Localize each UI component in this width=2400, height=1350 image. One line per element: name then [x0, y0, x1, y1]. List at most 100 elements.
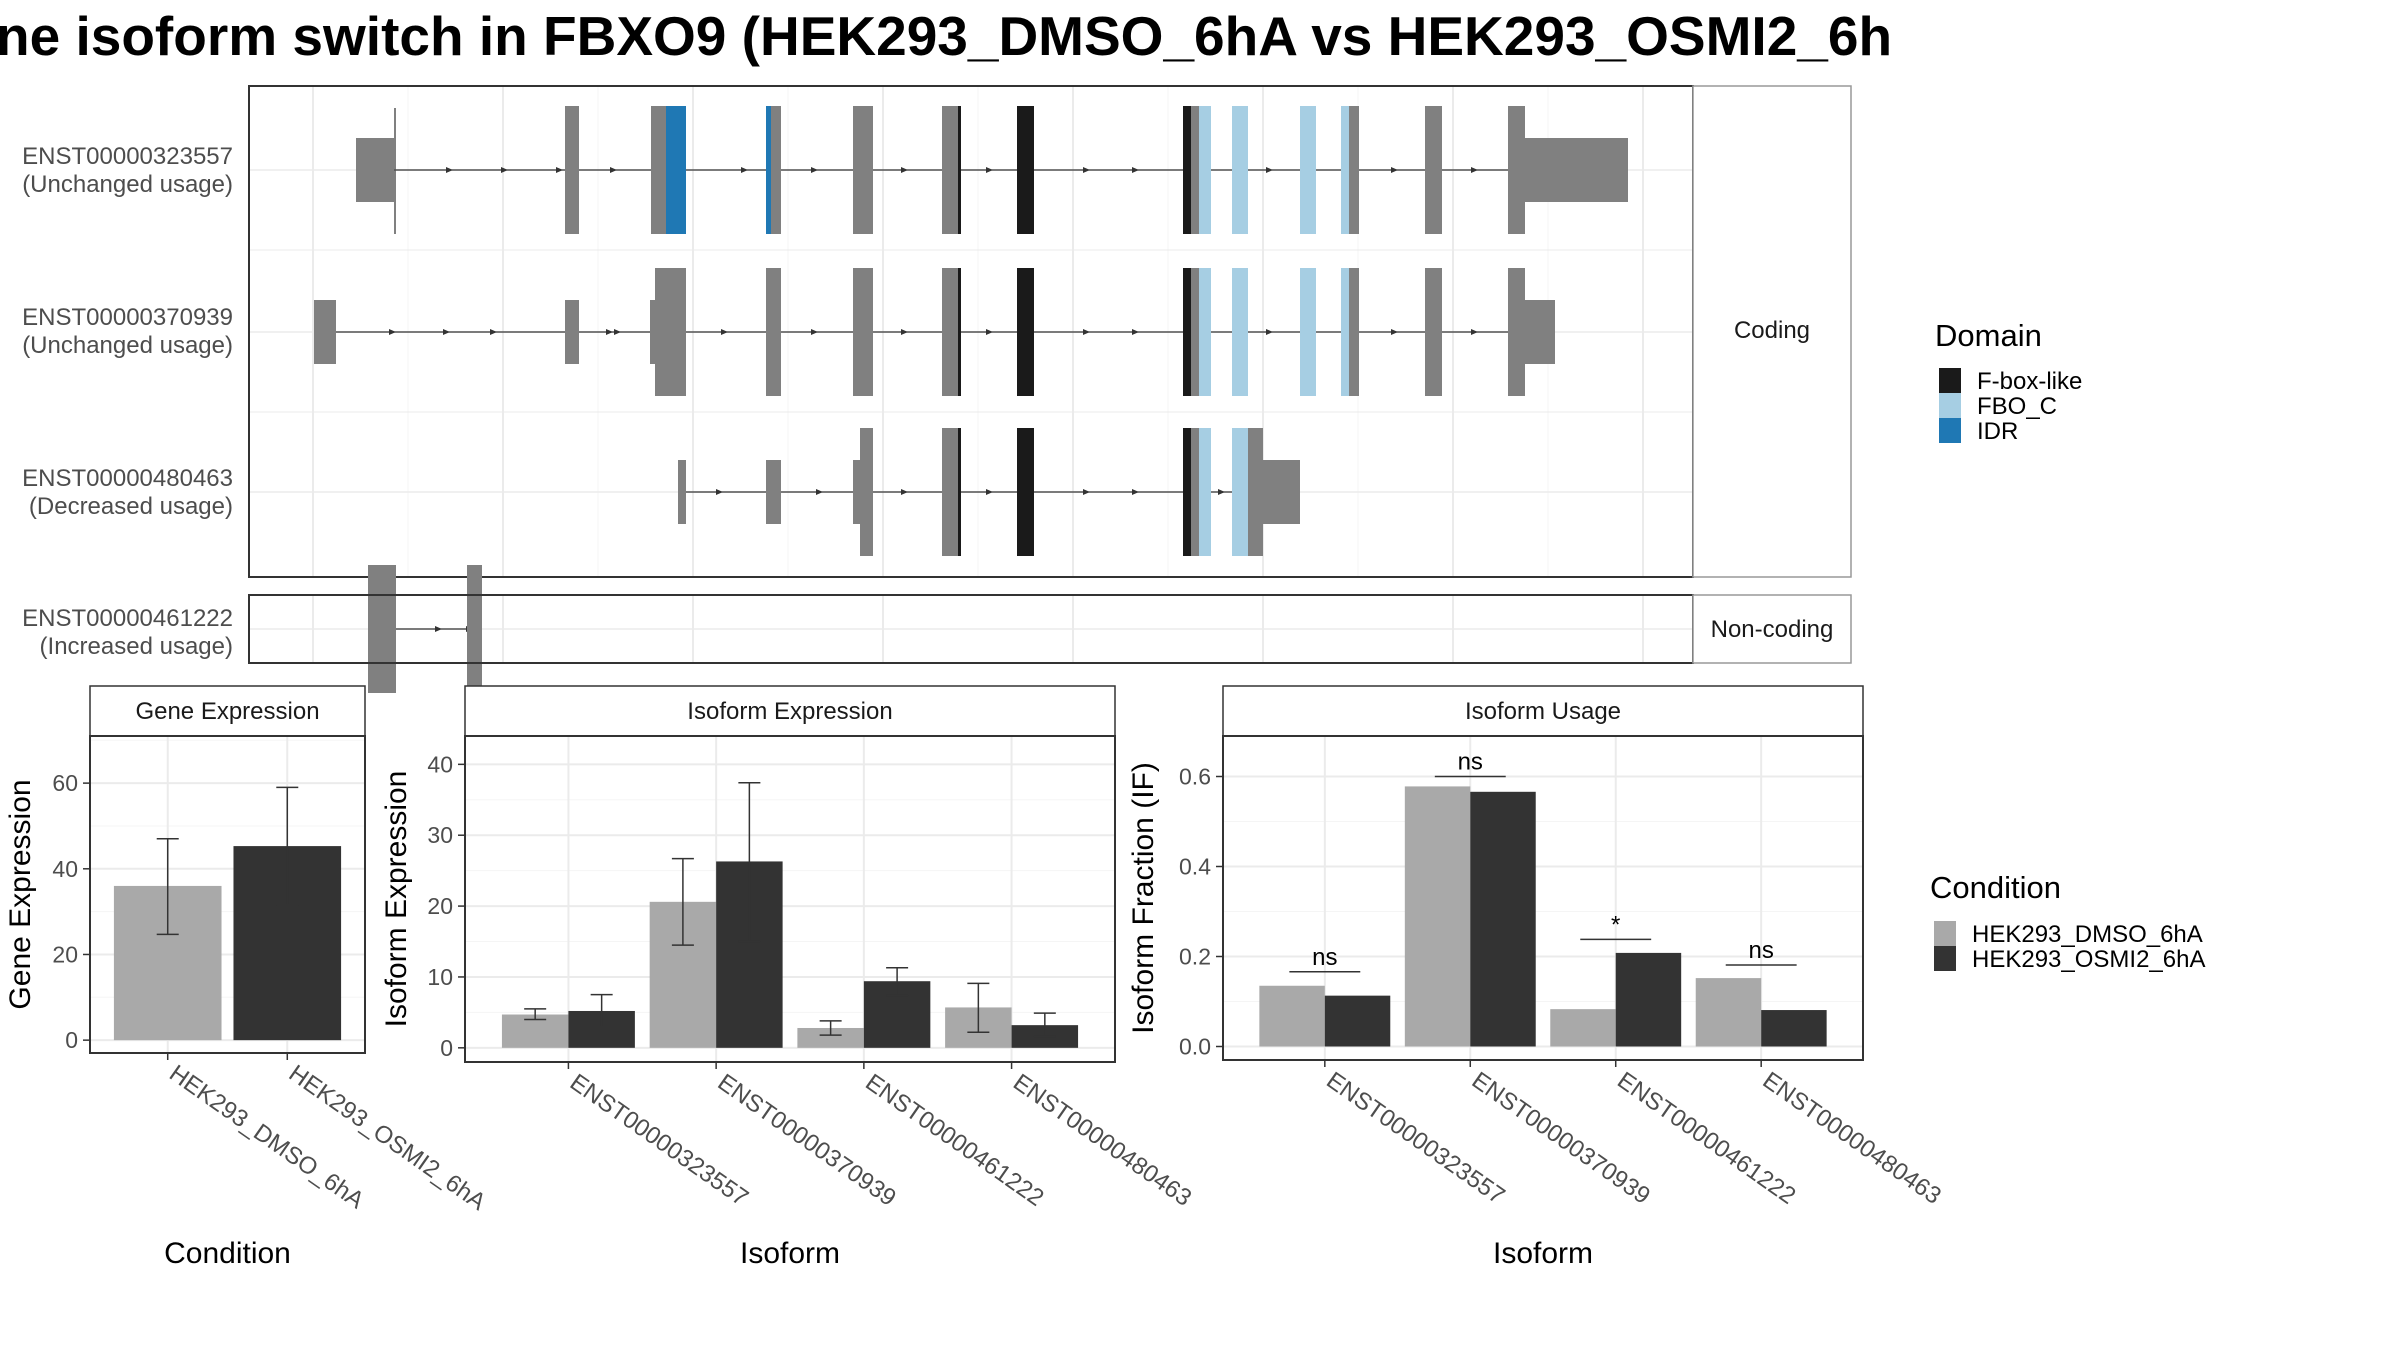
- direction-arrow: [1083, 167, 1090, 173]
- exon-block: [766, 460, 781, 524]
- y-tick-label: 0.4: [1179, 854, 1211, 880]
- y-tick-label: 0: [65, 1027, 78, 1053]
- transcript-id-label: ENST00000323557: [22, 143, 233, 170]
- y-tick-label: 60: [52, 770, 78, 796]
- bar: [1404, 786, 1471, 1047]
- bar: [1470, 791, 1536, 1047]
- direction-arrow: [1132, 167, 1139, 173]
- coding-strip-label: Coding: [1734, 317, 1810, 344]
- exon-block: [678, 460, 686, 524]
- domain-legend-label: FBO_C: [1977, 393, 2057, 420]
- y-tick-label: 20: [52, 941, 78, 967]
- exon-block: [942, 428, 958, 556]
- exon-block: [1508, 106, 1525, 234]
- exon-block: [314, 300, 336, 364]
- exon-block: [651, 106, 666, 234]
- exon-block: [1525, 300, 1555, 364]
- exon-block: [853, 106, 873, 234]
- exon-block: [650, 300, 655, 364]
- transcript-id-label: ENST00000370939: [22, 304, 233, 331]
- direction-arrow: [446, 167, 453, 173]
- exon-block: [1525, 138, 1628, 202]
- exon-block: [368, 565, 396, 693]
- direction-arrow: [1471, 329, 1478, 335]
- direction-arrow: [610, 167, 617, 173]
- significance-label: *: [1611, 911, 1620, 938]
- direction-arrow: [901, 167, 908, 173]
- exon-block: [1341, 106, 1349, 234]
- transcript-usage-label: (Increased usage): [40, 633, 233, 660]
- transcript-id-label: ENST00000461222: [22, 605, 233, 632]
- exon-block: [467, 565, 482, 693]
- panel-strip: [89, 685, 366, 737]
- direction-arrow: [614, 329, 621, 335]
- bar: [1259, 985, 1325, 1047]
- bar: [1695, 978, 1762, 1047]
- direction-arrow: [1391, 167, 1398, 173]
- domain-legend-swatch: [1939, 368, 1961, 393]
- exon-block: [666, 106, 686, 234]
- exon-block: [1191, 106, 1199, 234]
- exon-block: [1232, 268, 1248, 396]
- transcript-usage-label: (Unchanged usage): [22, 171, 233, 198]
- exon-block: [1263, 460, 1300, 524]
- transcript-usage-label: (Unchanged usage): [22, 332, 233, 359]
- bar: [797, 1027, 864, 1048]
- exon-block: [1349, 106, 1359, 234]
- noncoding-structure-panel: Non-coding: [248, 565, 1852, 693]
- exon-block: [1248, 428, 1263, 556]
- direction-arrow: [1266, 329, 1273, 335]
- panel-title: Gene Expression: [135, 698, 319, 725]
- direction-arrow: [1391, 329, 1398, 335]
- transcript-usage-label: (Decreased usage): [29, 493, 233, 520]
- noncoding-strip: [1692, 594, 1852, 664]
- exon-block: [565, 106, 579, 234]
- direction-arrow: [1266, 167, 1273, 173]
- exon-block: [1300, 106, 1316, 234]
- direction-arrow: [1083, 329, 1090, 335]
- exon-block: [565, 300, 579, 364]
- exon-block: [1425, 106, 1442, 234]
- direction-arrow: [501, 167, 508, 173]
- coding-strip: [1692, 85, 1852, 578]
- x-tick-label: HEK293_OSMI2_6hA: [284, 1060, 491, 1216]
- exon-block: [1183, 106, 1191, 234]
- condition-legend-label: HEK293_DMSO_6hA: [1972, 921, 2203, 948]
- exon-block: [1425, 268, 1442, 396]
- exon-block: [1232, 106, 1248, 234]
- y-tick-label: 40: [427, 751, 453, 777]
- noncoding-transcripts: [368, 565, 482, 693]
- exon-block: [1017, 106, 1034, 234]
- exon-block: [1017, 268, 1034, 396]
- direction-arrow: [816, 489, 823, 495]
- y-tick-label: 40: [52, 856, 78, 882]
- panel-background: [465, 736, 1115, 1062]
- exon-block: [853, 268, 873, 396]
- panel-strip: [1222, 685, 1864, 737]
- exon-block: [958, 428, 961, 556]
- exon-block: [942, 268, 958, 396]
- significance-label: ns: [1749, 937, 1774, 964]
- exon-block: [356, 138, 394, 202]
- y-tick-label: 30: [427, 822, 453, 848]
- condition-legend-label: HEK293_OSMI2_6hA: [1972, 946, 2205, 973]
- exon-block: [942, 106, 958, 234]
- direction-arrow: [811, 167, 818, 173]
- exon-block: [766, 106, 771, 234]
- exon-block: [1199, 428, 1211, 556]
- direction-arrow: [606, 329, 613, 335]
- condition-legend: Condition HEK293_DMSO_6hAHEK293_OSMI2_6h…: [1930, 870, 2205, 973]
- direction-arrow: [811, 329, 818, 335]
- domain-legend-label: F-box-like: [1977, 368, 2082, 395]
- coding-transcripts: [314, 106, 1628, 556]
- direction-arrow: [1471, 167, 1478, 173]
- transcript-labels: ENST00000323557 (Unchanged usage) ENST00…: [22, 143, 233, 660]
- domain-legend-swatch: [1939, 418, 1961, 443]
- exon-block: [1017, 428, 1034, 556]
- y-tick-label: 0: [440, 1035, 453, 1061]
- significance-label: ns: [1458, 749, 1483, 776]
- noncoding-strip-label: Non-coding: [1711, 616, 1834, 643]
- bar: [1761, 1010, 1827, 1047]
